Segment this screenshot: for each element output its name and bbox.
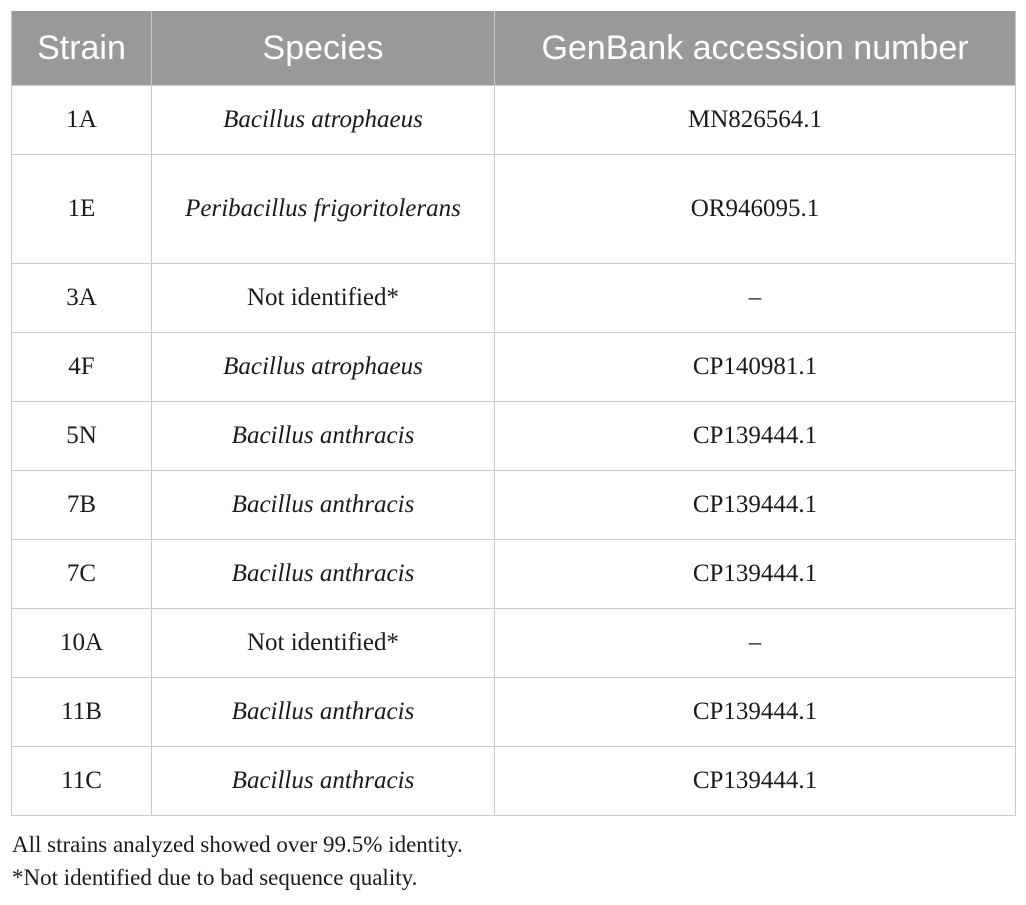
table-row: 11B Bacillus anthracis CP139444.1 <box>11 677 1016 747</box>
cell-strain: 7C <box>11 539 152 609</box>
cell-strain: 3A <box>11 263 152 333</box>
cell-species: Bacillus atrophaeus <box>151 332 495 402</box>
cell-species: Peribacillus frigoritolerans <box>151 154 495 264</box>
table-row: 7B Bacillus anthracis CP139444.1 <box>11 470 1016 540</box>
cell-accession: MN826564.1 <box>494 85 1016 155</box>
footnote-not-identified: *Not identified due to bad sequence qual… <box>12 865 418 890</box>
cell-species: Bacillus anthracis <box>151 401 495 471</box>
table-header: Strain Species GenBank accession number <box>11 11 1016 86</box>
cell-species: Not identified* <box>151 263 495 333</box>
cell-strain: 4F <box>11 332 152 402</box>
cell-species: Bacillus anthracis <box>151 539 495 609</box>
cell-accession: CP139444.1 <box>494 746 1016 816</box>
strain-table-container: Strain Species GenBank accession number … <box>11 11 1016 816</box>
table-row: 7C Bacillus anthracis CP139444.1 <box>11 539 1016 609</box>
cell-strain: 11C <box>11 746 152 816</box>
cell-strain: 1E <box>11 154 152 264</box>
table-body: 1A Bacillus atrophaeus MN826564.1 1E Per… <box>11 85 1016 816</box>
header-strain: Strain <box>11 11 152 86</box>
strain-table: Strain Species GenBank accession number … <box>11 11 1016 816</box>
cell-strain: 7B <box>11 470 152 540</box>
cell-species: Bacillus anthracis <box>151 677 495 747</box>
cell-accession: CP139444.1 <box>494 470 1016 540</box>
table-row: 3A Not identified* – <box>11 263 1016 333</box>
header-row: Strain Species GenBank accession number <box>11 11 1016 86</box>
cell-species: Bacillus anthracis <box>151 470 495 540</box>
cell-accession: CP140981.1 <box>494 332 1016 402</box>
header-species: Species <box>151 11 495 86</box>
cell-accession: CP139444.1 <box>494 539 1016 609</box>
table-row: 5N Bacillus anthracis CP139444.1 <box>11 401 1016 471</box>
cell-strain: 5N <box>11 401 152 471</box>
table-row: 10A Not identified* – <box>11 608 1016 678</box>
cell-species: Bacillus atrophaeus <box>151 85 495 155</box>
cell-accession: – <box>494 263 1016 333</box>
header-accession: GenBank accession number <box>494 11 1016 86</box>
footnote-identity: All strains analyzed showed over 99.5% i… <box>12 832 463 857</box>
table-footnotes: All strains analyzed showed over 99.5% i… <box>12 828 463 894</box>
table-row: 4F Bacillus atrophaeus CP140981.1 <box>11 332 1016 402</box>
cell-accession: CP139444.1 <box>494 401 1016 471</box>
table-row: 1A Bacillus atrophaeus MN826564.1 <box>11 85 1016 155</box>
cell-accession: CP139444.1 <box>494 677 1016 747</box>
cell-species: Not identified* <box>151 608 495 678</box>
cell-accession: OR946095.1 <box>494 154 1016 264</box>
table-row: 1E Peribacillus frigoritolerans OR946095… <box>11 154 1016 264</box>
cell-strain: 11B <box>11 677 152 747</box>
cell-strain: 10A <box>11 608 152 678</box>
cell-species: Bacillus anthracis <box>151 746 495 816</box>
cell-strain: 1A <box>11 85 152 155</box>
table-row: 11C Bacillus anthracis CP139444.1 <box>11 746 1016 816</box>
cell-accession: – <box>494 608 1016 678</box>
